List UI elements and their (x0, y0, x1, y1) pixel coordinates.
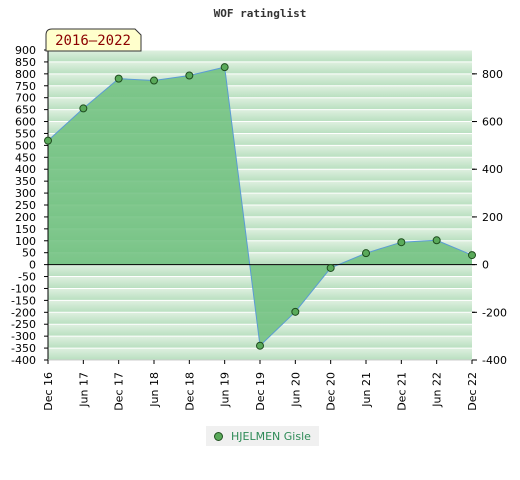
grid-band (48, 73, 472, 86)
grid-band (48, 50, 472, 62)
y-tick-label: -350 (11, 342, 36, 355)
y-right-tick-label: 800 (482, 68, 503, 81)
grid-band (48, 181, 472, 194)
x-tick-label: Dec 18 (183, 372, 196, 411)
y-tick-label: 100 (15, 235, 36, 248)
y-tick-label: 800 (15, 68, 36, 81)
y-tick-label: 350 (15, 175, 36, 188)
data-point[interactable] (291, 307, 300, 316)
y-tick-label: 900 (15, 44, 36, 57)
y-right-tick-label: -200 (482, 306, 507, 319)
data-point[interactable] (150, 76, 158, 85)
x-tick-label: Dec 17 (113, 372, 126, 411)
data-point[interactable] (79, 104, 88, 113)
data-point[interactable] (256, 341, 264, 350)
y-tick-label: -300 (11, 330, 36, 343)
y-tick-label: -100 (11, 282, 36, 295)
y-tick-label: 850 (15, 56, 36, 69)
grid-band (48, 145, 472, 158)
y-axis-left-ticks: 9008508007507006506005505004504003503002… (11, 44, 48, 367)
grid-band (48, 252, 472, 265)
x-axis-ticks: Dec 16 Jun 17 Dec 17 Jun 18 Dec 18 Jun 19 Dec … (42, 360, 479, 411)
y-right-tick-label: -400 (482, 354, 507, 367)
x-tick-label: Jun 20 (289, 372, 302, 408)
y-tick-label: 300 (15, 187, 36, 200)
x-tick-label: Jun 18 (148, 372, 161, 408)
grid-band (48, 109, 472, 122)
x-tick-label: Jun 22 (431, 372, 444, 408)
period-badge-label: 2016–2022 (55, 33, 131, 49)
y-tick-label: 150 (15, 223, 36, 236)
y-tick-label: 700 (15, 92, 36, 105)
grid-band (48, 85, 472, 98)
y-tick-label: 400 (15, 163, 36, 176)
y-tick-label: -250 (11, 318, 36, 331)
data-markers (44, 63, 476, 350)
x-tick-label: Dec 21 (395, 372, 408, 411)
x-tick-label: Jun 19 (219, 372, 232, 408)
grid-band (48, 157, 472, 170)
data-point[interactable] (44, 136, 52, 145)
y-tick-label: 200 (15, 211, 36, 224)
data-point[interactable] (468, 251, 476, 260)
legend-label: HJELMEN Gisle (231, 429, 311, 443)
grid-band (48, 205, 472, 217)
data-point[interactable] (185, 71, 194, 80)
data-point[interactable] (397, 238, 406, 247)
legend: HJELMEN Gisle (206, 426, 319, 446)
grid-band (48, 348, 472, 360)
grid-band (48, 169, 472, 182)
legend-marker-icon (214, 431, 223, 441)
x-tick-label: Dec 19 (254, 372, 267, 411)
grid-band (48, 97, 472, 110)
y-tick-label: 450 (15, 151, 36, 164)
data-point[interactable] (432, 236, 441, 245)
grid-band (48, 228, 472, 241)
data-point[interactable] (220, 63, 229, 72)
period-badge: 2016–2022 (45, 28, 142, 52)
y-right-tick-label: 600 (482, 116, 503, 129)
data-point[interactable] (326, 263, 335, 272)
data-point[interactable] (362, 249, 370, 258)
series-area (48, 67, 472, 346)
x-tick-label: Jun 17 (77, 372, 90, 408)
x-tick-label: Dec 16 (42, 372, 55, 411)
y-tick-label: 650 (15, 104, 36, 117)
y-tick-label: 250 (15, 199, 36, 212)
y-tick-label: 50 (22, 247, 36, 260)
x-tick-label: Dec 22 (466, 372, 479, 411)
y-tick-label: 500 (15, 139, 36, 152)
y-right-tick-label: 0 (482, 259, 489, 272)
y-tick-label: 550 (15, 127, 36, 140)
x-tick-label: Dec 20 (325, 372, 338, 411)
data-point[interactable] (114, 74, 123, 83)
y-tick-label: 600 (15, 116, 36, 129)
chart-title: WOF ratinglist (214, 7, 307, 20)
plot-background (48, 49, 472, 360)
y-tick-label: 0 (29, 259, 36, 272)
y-tick-label: 750 (15, 80, 36, 93)
grid-band (48, 61, 472, 74)
y-axis-right-ticks: 800 600 400 200 0 -200 -400 (472, 68, 507, 367)
y-right-tick-label: 200 (482, 211, 503, 224)
grid-band (48, 216, 472, 229)
grid-band (48, 240, 472, 253)
y-tick-label: -50 (18, 271, 36, 284)
y-tick-label: -200 (11, 306, 36, 319)
grid-band (48, 121, 472, 134)
grid-band (48, 133, 472, 146)
y-tick-label: -150 (11, 294, 36, 307)
y-right-tick-label: 400 (482, 163, 503, 176)
grid-band (48, 193, 472, 205)
y-tick-label: -400 (11, 354, 36, 367)
x-tick-label: Jun 21 (360, 372, 373, 408)
